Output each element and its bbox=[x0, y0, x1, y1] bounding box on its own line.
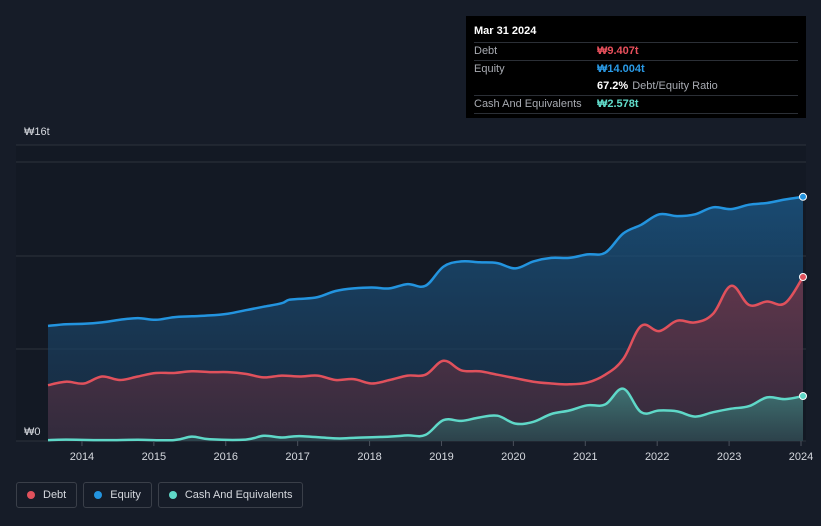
cash-dot-icon bbox=[168, 491, 177, 499]
debt-endpoint bbox=[799, 273, 807, 281]
tooltip-row-ratio: 67.2% Debt/Equity Ratio bbox=[474, 78, 798, 95]
tooltip-panel: Mar 31 2024 Debt ₩9.407t Equity ₩14.004t… bbox=[466, 16, 806, 118]
legend-item-debt[interactable]: Debt bbox=[16, 482, 78, 508]
debt-line bbox=[47, 276, 805, 387]
tooltip-date: Mar 31 2024 bbox=[474, 25, 537, 37]
legend: Debt Equity Cash And Equivalents bbox=[16, 482, 304, 508]
x-tick-label-2017: 2017 bbox=[285, 451, 309, 463]
tooltip-equity-label: Equity bbox=[474, 63, 505, 75]
tooltip-debt-value: ₩9.407t bbox=[597, 45, 639, 57]
equity-line bbox=[47, 195, 804, 328]
x-tick-label-2020: 2020 bbox=[501, 451, 525, 463]
equity-endpoint bbox=[799, 192, 807, 201]
y-axis-bottom-label: ₩0 bbox=[24, 426, 41, 438]
tooltip-debt-label: Debt bbox=[474, 45, 498, 57]
series-lines bbox=[47, 195, 805, 442]
tooltip-cash-value: ₩2.578t bbox=[597, 98, 639, 110]
tooltip-ratio-value: 67.2% bbox=[597, 80, 629, 92]
x-tick-label-2016: 2016 bbox=[214, 451, 238, 463]
tooltip-cash-label: Cash And Equivalents bbox=[474, 98, 582, 110]
legend-equity-label: Equity bbox=[110, 489, 141, 501]
equity-dot-icon bbox=[94, 491, 103, 499]
legend-cash-label: Cash And Equivalents bbox=[184, 489, 293, 501]
tooltip-ratio-spacer bbox=[474, 78, 597, 95]
x-tick-label-2024: 2024 bbox=[789, 451, 813, 463]
y-axis-top-label: ₩16t bbox=[24, 126, 50, 138]
legend-debt-label: Debt bbox=[43, 489, 67, 501]
series-endpoints bbox=[799, 192, 807, 400]
tooltip-row-debt: Debt ₩9.407t bbox=[474, 42, 798, 60]
x-tick-label-2021: 2021 bbox=[573, 451, 597, 463]
tooltip-equity-value: ₩14.004t bbox=[597, 63, 645, 75]
x-tick-label-2023: 2023 bbox=[717, 451, 741, 463]
cash-line bbox=[47, 387, 804, 442]
tooltip-ratio-label: Debt/Equity Ratio bbox=[632, 80, 718, 92]
x-tick-label-2015: 2015 bbox=[142, 451, 166, 463]
tooltip-row-equity: Equity ₩14.004t bbox=[474, 60, 798, 78]
tooltip-row-cash: Cash And Equivalents ₩2.578t bbox=[474, 95, 798, 114]
x-tick-label-2022: 2022 bbox=[645, 451, 669, 463]
x-tick-label-2014: 2014 bbox=[70, 451, 94, 463]
x-axis-ticks: 2014 2015 2016 2017 2018 2019 2020 2021 2022 2023… bbox=[70, 441, 813, 463]
x-tick-label-2019: 2019 bbox=[429, 451, 453, 463]
cash-endpoint bbox=[799, 392, 807, 400]
legend-item-cash[interactable]: Cash And Equivalents bbox=[157, 482, 304, 508]
debt-dot-icon bbox=[27, 491, 35, 499]
x-tick-label-2018: 2018 bbox=[357, 451, 381, 463]
legend-item-equity[interactable]: Equity bbox=[83, 482, 152, 508]
cash-area bbox=[48, 388, 803, 441]
series-areas bbox=[48, 196, 803, 441]
